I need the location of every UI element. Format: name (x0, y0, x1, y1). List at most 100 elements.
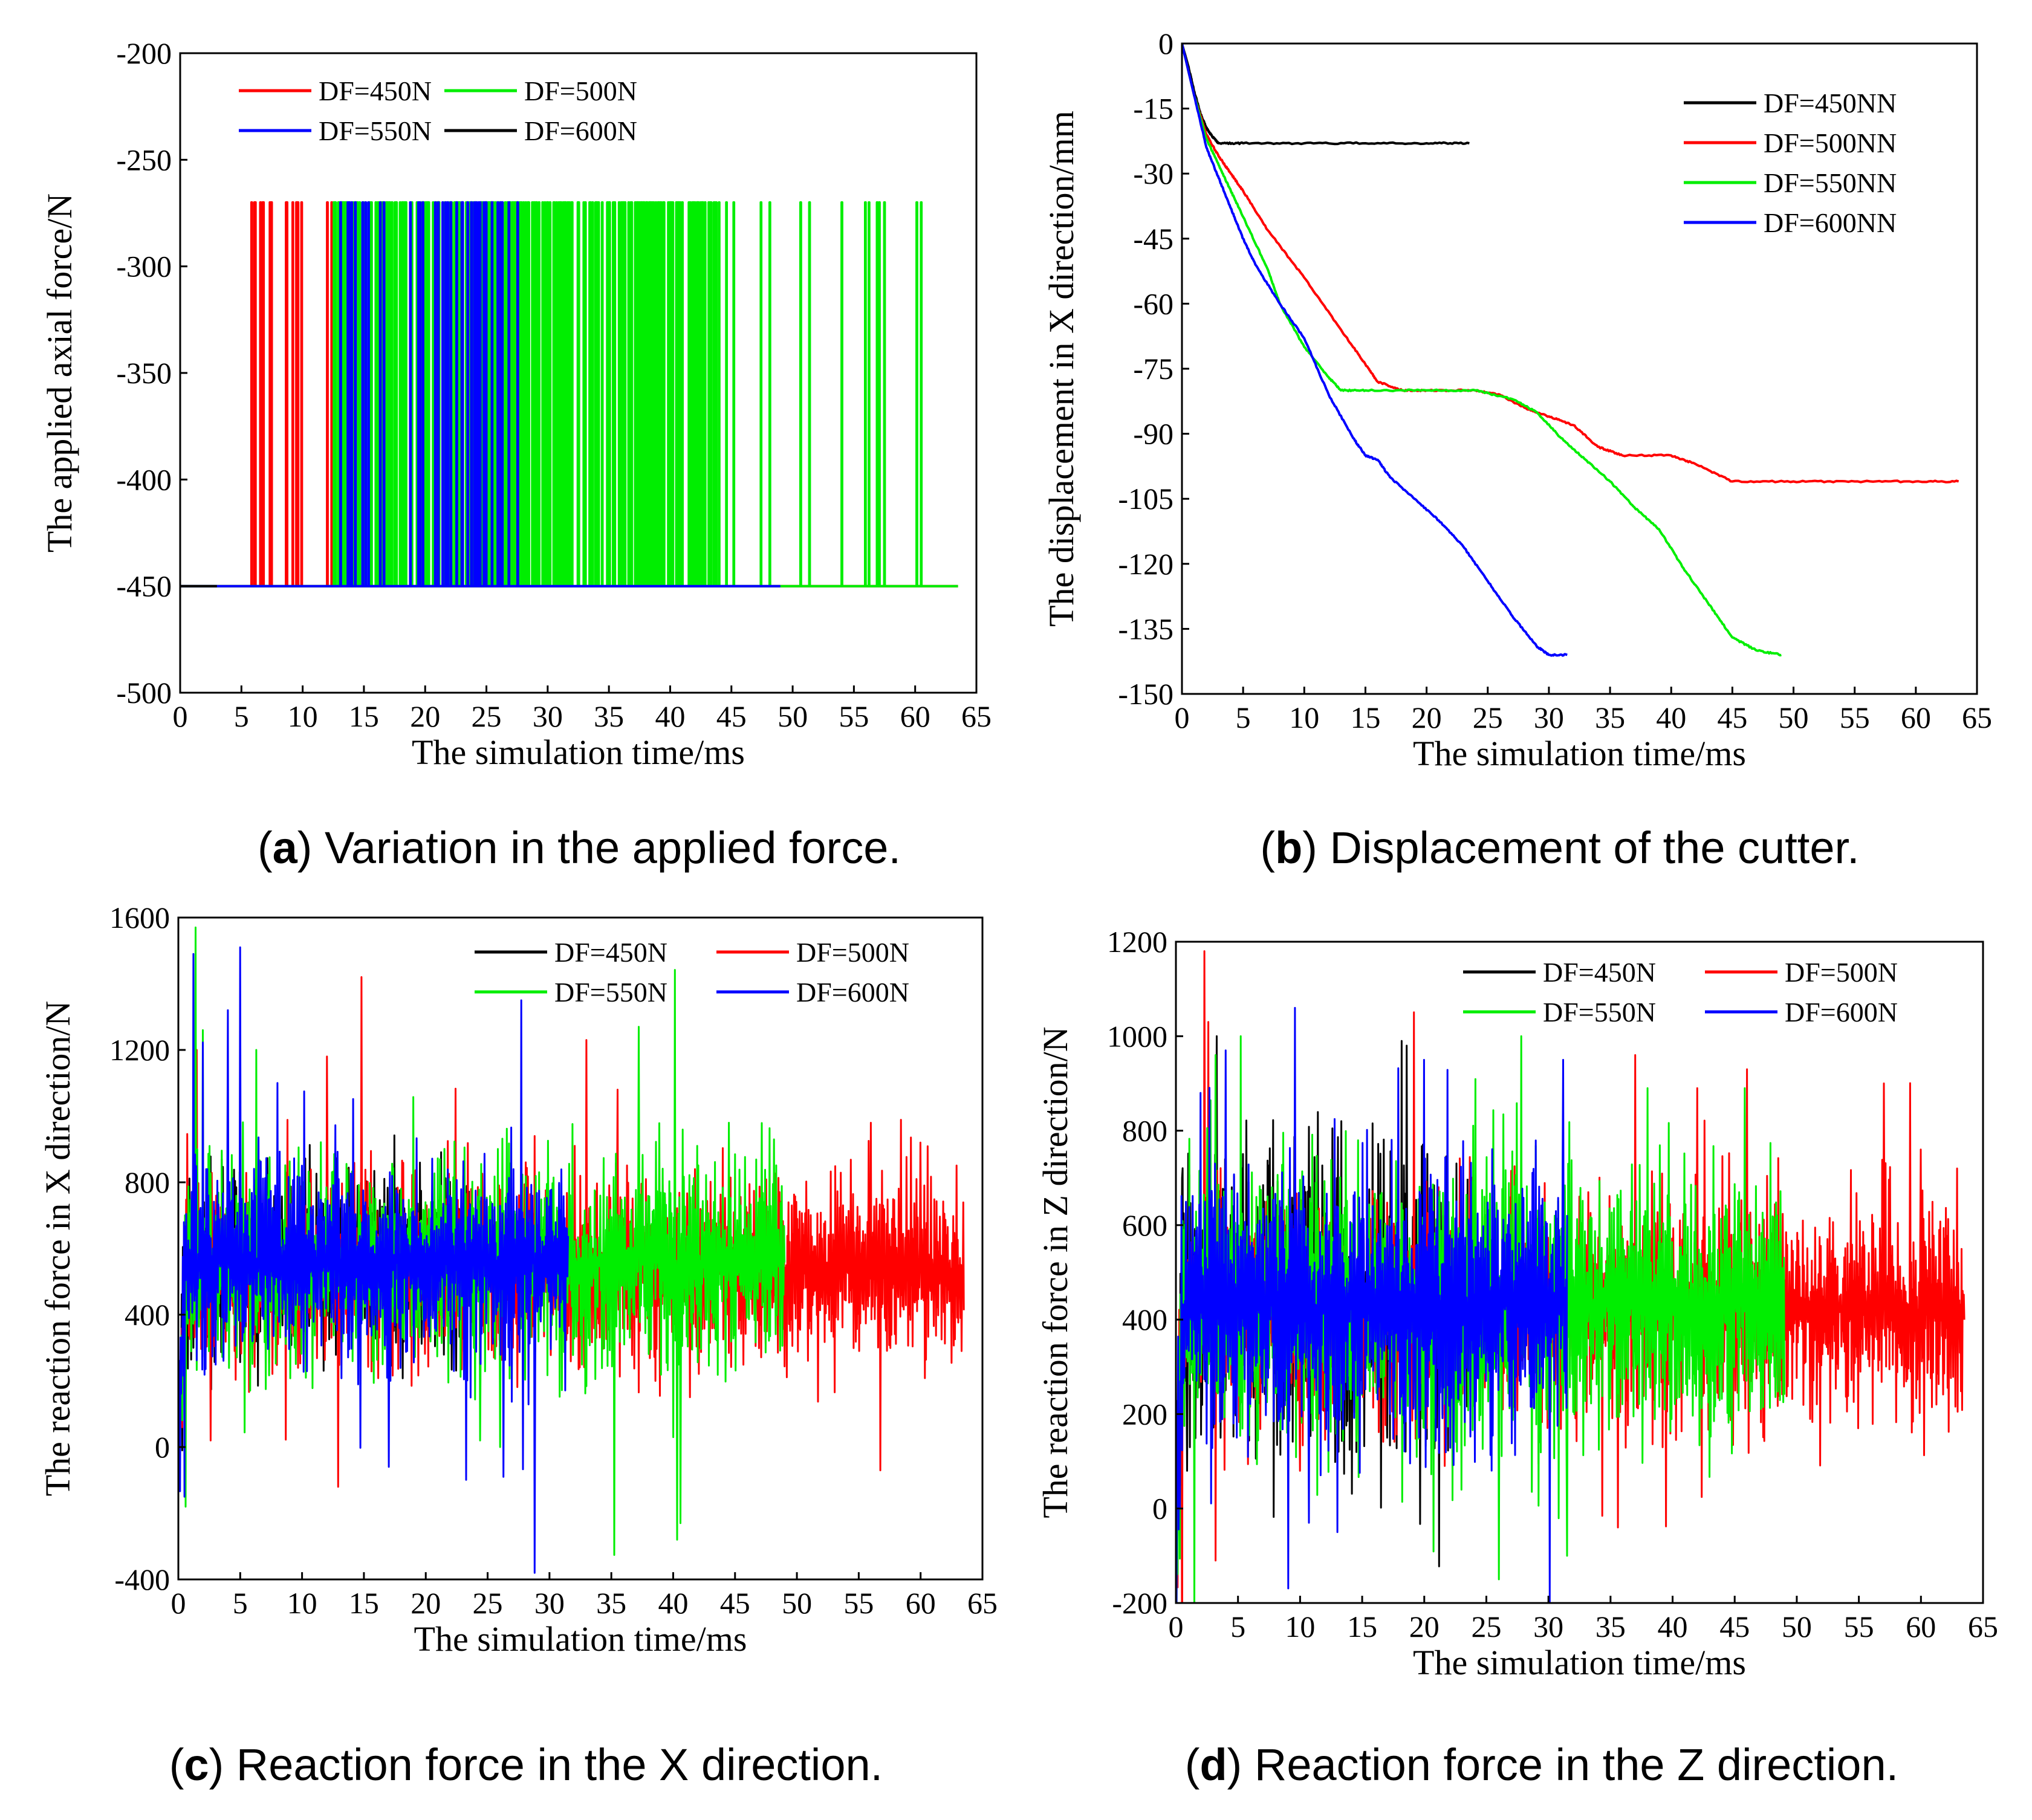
caption-paren-close: ) (209, 1740, 224, 1790)
caption-letter: b (1275, 823, 1302, 873)
caption-paren-open: ( (258, 823, 273, 873)
legend-label: DF=600N (1785, 997, 1898, 1028)
x-tick-label: 10 (287, 1586, 317, 1620)
x-tick-label: 30 (533, 699, 563, 733)
x-tick-label: 15 (1347, 1610, 1377, 1644)
y-tick-label: -30 (1133, 157, 1173, 190)
legend: DF=450N DF=500N DF=550N DF=600N (475, 937, 909, 1008)
legend-label: DF=450N (319, 76, 432, 106)
x-axis-label: The simulation time/ms (1413, 1643, 1746, 1682)
y-tick-label: 0 (1158, 27, 1173, 60)
y-tick-label: 1200 (109, 1033, 170, 1067)
x-tick-label: 35 (594, 699, 624, 733)
legend-label: DF=550N (554, 977, 667, 1008)
x-tick-label: 30 (534, 1586, 565, 1620)
y-tick-label: 400 (1122, 1303, 1167, 1336)
legend: DF=450NN DF=500NN DF=550NN DF=600NN (1684, 88, 1897, 238)
legend: DF=450N DF=500N DF=550N DF=600N (1463, 957, 1898, 1028)
y-tick-label: -400 (116, 462, 172, 496)
x-tick-label: 55 (843, 1586, 874, 1620)
plot-area-b (1182, 44, 1959, 657)
y-tick-label: 1000 (1107, 1019, 1167, 1053)
caption-paren-close: ) (1227, 1740, 1242, 1790)
x-tick-label: 45 (720, 1586, 750, 1620)
x-tick-label: 55 (1844, 1610, 1874, 1644)
y-tick-label: 0 (1152, 1492, 1167, 1526)
caption-text: Displacement of the cutter. (1317, 823, 1860, 873)
caption-paren-close: ) (1302, 823, 1317, 873)
x-tick-label: 50 (782, 1586, 812, 1620)
legend-label: DF=600N (796, 977, 909, 1008)
legend-label: DF=600N (524, 115, 637, 146)
x-tick-label: 25 (1473, 701, 1503, 734)
y-tick-label: 1600 (109, 901, 170, 934)
y-tick-label: 800 (125, 1165, 170, 1199)
x-tick-label: 60 (1901, 701, 1931, 734)
y-tick-label: -75 (1133, 352, 1173, 386)
caption-letter: a (273, 823, 298, 873)
caption-paren-close: ) (297, 823, 313, 873)
plot-area-d (1176, 950, 1965, 1603)
y-tick-label: -15 (1133, 92, 1173, 126)
x-tick-label: 20 (410, 699, 440, 733)
plot-frame (1175, 941, 1984, 1604)
x-tick-label: 35 (1595, 701, 1625, 734)
plot-area-c (178, 926, 965, 1574)
panel-c-reaction-force-x: 0 5 10 15 20 25 30 35 40 45 50 55 60 65-4000400800120… (38, 901, 998, 1790)
x-tick-label: 25 (473, 1586, 503, 1620)
y-tick-label: -500 (116, 676, 172, 710)
x-tick-label: 60 (906, 1586, 936, 1620)
panel-b-displacement: 0 5 10 15 20 25 30 35 40 45 50 55 60 65 0 -15 -30 -45 -60 -… (1042, 27, 1992, 873)
y-tick-label: 0 (155, 1430, 170, 1464)
x-tick-label: 30 (1534, 701, 1564, 734)
y-tick-label: -300 (116, 250, 172, 283)
caption-text: Variation in the applied force. (312, 823, 901, 873)
x-tick-label: 10 (1289, 701, 1319, 734)
y-tick-label: 600 (1122, 1208, 1167, 1242)
y-tick-label: 200 (1122, 1397, 1167, 1431)
legend-label: DF=450NN (1764, 88, 1897, 118)
series-df-450n (180, 201, 958, 588)
legend-label: DF=600NN (1764, 207, 1897, 238)
panel-caption: (d) Reaction force in the Z direction. (1185, 1740, 1898, 1790)
x-tick-label: 45 (1717, 701, 1747, 734)
x-tick-label: 35 (596, 1586, 626, 1620)
caption-paren-open: ( (1260, 823, 1275, 873)
y-axis-label: The displacement in X direction/mm (1042, 111, 1081, 627)
x-tick-label: 15 (349, 1586, 379, 1620)
series-df-550nn (1182, 44, 1782, 657)
caption-paren-open: ( (1185, 1740, 1200, 1790)
y-tick-label: -105 (1118, 482, 1173, 516)
legend-label: DF=450N (1543, 957, 1656, 988)
x-axis-label: The simulation time/ms (1413, 734, 1746, 773)
x-tick-label: 15 (349, 699, 379, 733)
x-tick-label: 45 (716, 699, 747, 733)
x-tick-label: 50 (777, 699, 808, 733)
caption-text: Reaction force in the X direction. (224, 1740, 883, 1790)
legend: DF=450N DF=500N DF=550N DF=600N (239, 76, 637, 146)
panel-a-applied-force: 0 5 10 15 20 25 30 35 40 45 50 55 60 65 -500 -450 -400 -3… (40, 36, 992, 873)
x-tick-label: 10 (288, 699, 318, 733)
x-tick-label: 65 (961, 699, 992, 733)
x-tick-label: 30 (1533, 1610, 1563, 1644)
x-tick-label: 5 (1230, 1610, 1245, 1644)
x-tick-label: 55 (1840, 701, 1870, 734)
x-axis-label: The simulation time/ms (414, 1619, 747, 1659)
y-tick-label: -90 (1133, 417, 1173, 451)
x-tick-label: 65 (967, 1586, 998, 1620)
x-tick-label: 15 (1350, 701, 1380, 734)
plot-frame (177, 916, 984, 1581)
legend-label: DF=500N (796, 937, 909, 968)
x-tick-label: 0 (1169, 1610, 1184, 1644)
panel-caption: (a) Variation in the applied force. (258, 823, 901, 873)
panel-d-reaction-force-z: 0 5 10 15 20 25 30 35 40 45 50 55 60 65-2000200400600… (1036, 925, 1998, 1790)
x-tick-label: 40 (658, 1586, 688, 1620)
legend-label: DF=550NN (1764, 167, 1897, 198)
series-df-600nn (1182, 44, 1568, 657)
x-tick-label: 0 (1175, 701, 1190, 734)
y-tick-label: -400 (114, 1563, 170, 1596)
y-tick-label: -450 (116, 569, 172, 603)
y-tick-label: 1200 (1107, 925, 1167, 959)
x-tick-label: 20 (1412, 701, 1442, 734)
